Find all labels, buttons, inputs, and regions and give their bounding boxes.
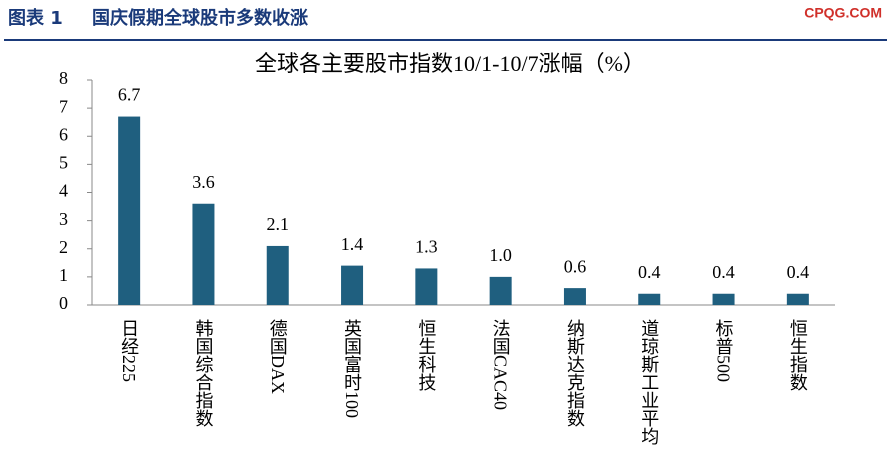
- chart-title: 全球各主要股市指数10/1-10/7涨幅（%）: [255, 51, 645, 76]
- y-tick-label: 5: [59, 153, 68, 173]
- value-label: 2.1: [267, 214, 290, 234]
- x-tick-label: 道琼斯工业平均: [639, 319, 659, 446]
- header-title: 国庆假期全球股市多数收涨: [92, 7, 308, 29]
- site-mark: CPQG.COM: [804, 5, 882, 21]
- bar: [712, 293, 735, 305]
- bar: [489, 276, 512, 305]
- bar: [266, 245, 289, 305]
- y-tick-label: 0: [59, 293, 68, 313]
- y-tick-label: 1: [59, 265, 68, 285]
- x-tick-label: 法国CAC40: [491, 319, 511, 410]
- x-tick-label: 英国富时100: [342, 319, 362, 418]
- y-tick-label: 7: [59, 96, 68, 116]
- value-label: 1.0: [489, 245, 512, 265]
- value-label: 0.6: [564, 256, 587, 276]
- bar: [415, 268, 438, 305]
- y-tick-label: 8: [59, 68, 68, 88]
- bar: [192, 203, 215, 305]
- bar: [118, 116, 141, 305]
- x-tick-label: 韩国综合指数: [193, 319, 213, 427]
- value-label: 1.3: [415, 237, 438, 257]
- x-tick-label: 恒生科技: [416, 319, 436, 392]
- bar: [786, 293, 809, 305]
- x-tick-label: 恒生指数: [788, 319, 808, 391]
- y-tick-label: 6: [59, 124, 68, 144]
- value-label: 0.4: [712, 262, 735, 282]
- bar: [638, 293, 661, 305]
- value-label: 1.4: [341, 234, 364, 254]
- x-tick-label: 德国DAX: [268, 319, 288, 394]
- value-label: 6.7: [118, 85, 141, 105]
- bar: [563, 288, 586, 305]
- y-tick-label: 2: [59, 237, 68, 257]
- x-tick-label: 日经225: [119, 319, 139, 382]
- value-label: 0.4: [638, 262, 661, 282]
- header-label: 图表 1: [8, 7, 63, 29]
- value-label: 0.4: [787, 262, 810, 282]
- bar: [341, 265, 364, 305]
- y-tick-label: 4: [59, 181, 68, 201]
- x-tick-label: 标普500: [714, 319, 734, 382]
- value-label: 3.6: [192, 172, 215, 192]
- x-tick-label: 纳斯达克指数: [565, 319, 585, 427]
- y-tick-label: 3: [59, 209, 68, 229]
